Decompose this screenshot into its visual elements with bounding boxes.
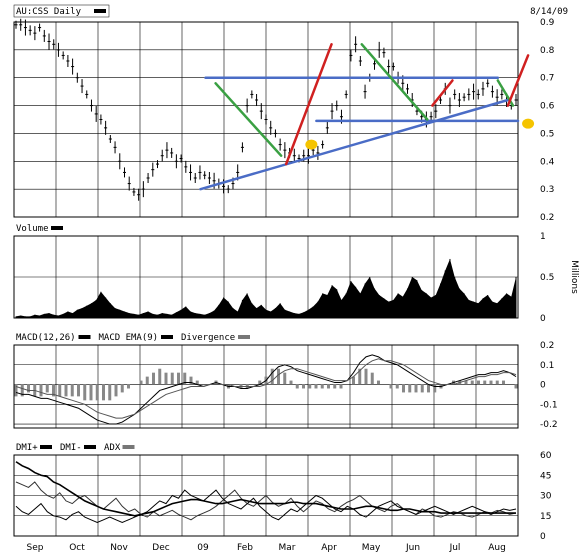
x-tick-label: Mar	[279, 543, 296, 553]
y-tick-label: 0.9	[540, 18, 555, 28]
legend-swatch	[40, 445, 52, 449]
macd-ema-line	[15, 358, 517, 419]
header-symbol-swatch	[94, 9, 106, 13]
highlight-marker	[522, 118, 535, 129]
y-tick-label: 0.1	[540, 361, 554, 371]
trend-line	[360, 43, 429, 121]
y-tick-label: 0.5	[540, 129, 554, 139]
y-tick-label: 0	[540, 314, 546, 324]
legend-swatch	[51, 226, 63, 230]
legend-label: MACD(12,26)	[16, 333, 76, 343]
highlight-marker	[305, 139, 318, 150]
macd-line	[15, 354, 517, 425]
legend-label: DMI-	[60, 443, 82, 453]
legend-label: Divergence	[181, 333, 235, 343]
volume-unit-label: Millions	[569, 260, 579, 294]
y-tick-label: 0.3	[540, 185, 554, 195]
legend-swatch	[238, 335, 250, 339]
legend-swatch	[78, 335, 91, 339]
y-tick-label: -0.1	[540, 400, 558, 410]
adx-line	[15, 461, 516, 517]
x-tick-label: Jun	[405, 543, 420, 553]
x-tick-label: Oct	[69, 543, 85, 553]
trend-line	[199, 98, 510, 191]
legend-label: DMI+	[16, 443, 38, 453]
x-tick-label: Feb	[237, 543, 253, 553]
dmi-minus-line	[15, 489, 517, 524]
x-tick-label: May	[362, 543, 381, 553]
y-tick-label: 0.4	[540, 157, 555, 167]
legend-swatch	[161, 335, 173, 339]
legend-swatch	[84, 445, 96, 449]
x-tick-label: Aug	[488, 543, 506, 553]
y-tick-label: 60	[540, 451, 552, 461]
x-tick-label: Nov	[110, 543, 128, 553]
y-tick-label: 0	[540, 381, 546, 391]
x-tick-label: Jul	[449, 543, 461, 553]
y-tick-label: 0.6	[540, 102, 555, 112]
legend-swatch	[122, 445, 135, 449]
x-tick-label: 09	[197, 543, 209, 553]
y-tick-label: 0.8	[540, 46, 555, 56]
y-tick-label: -0.2	[540, 420, 558, 430]
y-tick-label: 0.7	[540, 74, 554, 84]
y-tick-label: 45	[540, 471, 551, 481]
trend-line	[431, 79, 454, 107]
trend-line	[214, 82, 283, 157]
y-tick-label: 0.2	[540, 213, 554, 223]
x-tick-label: Dec	[152, 543, 169, 553]
y-tick-label: 15	[540, 512, 551, 522]
y-tick-label: 0.5	[540, 273, 554, 283]
x-tick-label: Sep	[27, 543, 44, 553]
legend-label: MACD EMA(9)	[99, 333, 159, 343]
header-symbol: AU:CSS Daily	[16, 7, 82, 17]
x-tick-label: Apr	[321, 543, 337, 553]
y-tick-label: 1	[540, 232, 546, 242]
header-date: 8/14/09	[530, 7, 568, 17]
y-tick-label: 30	[540, 492, 552, 502]
legend-label: ADX	[104, 443, 121, 453]
trend-line	[506, 54, 530, 107]
header-symbol-box	[13, 4, 110, 18]
legend-label: Volume	[16, 224, 49, 234]
y-tick-label: 0	[540, 532, 546, 542]
volume-area	[16, 258, 516, 318]
y-tick-label: 0.2	[540, 341, 554, 351]
trend-line	[284, 43, 333, 166]
